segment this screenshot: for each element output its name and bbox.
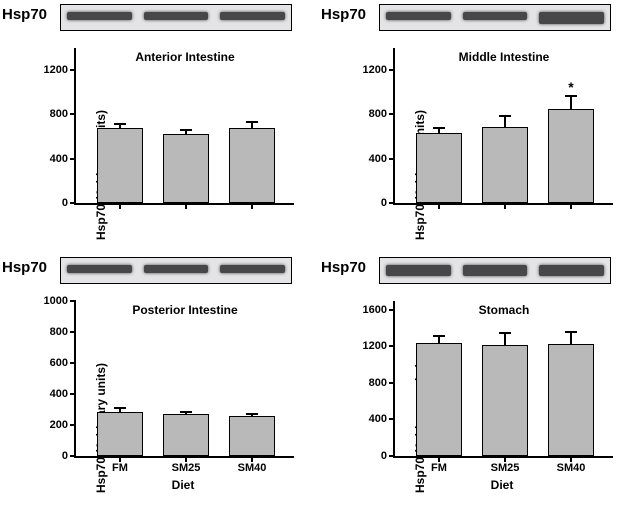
panel-middle-intestine: Hsp70 Middle Intestine04008001200Hsp70 (A… — [319, 0, 638, 253]
y-tick-label: 800 — [50, 326, 68, 338]
y-tick-label: 0 — [62, 450, 68, 462]
western-blot-strip — [379, 257, 611, 284]
significance-marker: * — [568, 79, 573, 95]
y-tick-label: 600 — [50, 357, 68, 369]
y-tick-label: 800 — [369, 108, 387, 120]
bar — [416, 343, 462, 455]
bar — [97, 412, 143, 455]
y-tick-label: 1200 — [44, 64, 68, 76]
western-blot-strip — [60, 257, 292, 284]
y-tick-label: 0 — [381, 450, 387, 462]
y-tick-label: 200 — [50, 419, 68, 431]
panel-stomach: Hsp70 Stomach040080012001600Hsp70 (Arbitr… — [319, 253, 638, 505]
bar — [548, 344, 594, 456]
chart-plot-area: Posterior Intestine02004006008001000Hsp7… — [74, 301, 294, 458]
x-tick-label: SM25 — [491, 462, 520, 474]
y-tick-label: 800 — [50, 108, 68, 120]
chart-title: Stomach — [395, 303, 613, 317]
chart-plot-area: Anterior Intestine04008001200Hsp70 (Arbi… — [74, 48, 294, 205]
x-axis-label: Diet — [74, 478, 292, 492]
y-tick-label: 1600 — [363, 304, 387, 316]
western-blot-strip — [60, 4, 292, 31]
chart-title: Anterior Intestine — [76, 50, 294, 64]
y-tick-label: 400 — [369, 153, 387, 165]
bar — [416, 133, 462, 203]
bar — [97, 128, 143, 203]
panel-posterior-intestine: Hsp70Posterior Intestine0200400600800100… — [0, 253, 319, 505]
y-tick-label: 800 — [369, 377, 387, 389]
panel-anterior-intestine: Hsp70 Anterior Intestine04008001200Hsp70 … — [0, 0, 319, 253]
y-tick-label: 400 — [50, 153, 68, 165]
hsp70-label: Hsp70 — [321, 259, 366, 276]
y-tick-label: 400 — [50, 388, 68, 400]
x-tick-label: SM40 — [238, 462, 267, 474]
y-tick-label: 400 — [369, 413, 387, 425]
x-tick-label: FM — [112, 462, 128, 474]
bar — [163, 134, 209, 203]
y-tick-label: 1000 — [44, 295, 68, 307]
bar — [482, 127, 528, 203]
bar — [229, 128, 275, 203]
x-tick-label: SM40 — [557, 462, 586, 474]
chart-plot-area: Middle Intestine04008001200Hsp70 (Arbitr… — [393, 48, 613, 205]
y-tick-label: 1200 — [363, 64, 387, 76]
x-tick-label: FM — [431, 462, 447, 474]
x-axis-label: Diet — [393, 478, 611, 492]
chart-title: Middle Intestine — [395, 50, 613, 64]
y-tick-label: 0 — [381, 197, 387, 209]
y-tick-label: 0 — [62, 197, 68, 209]
y-tick-label: 1200 — [363, 340, 387, 352]
chart-plot-area: Stomach040080012001600Hsp70 (Arbitrary u… — [393, 301, 613, 458]
x-tick-label: SM25 — [172, 462, 201, 474]
bar — [548, 109, 594, 203]
bar — [229, 416, 275, 456]
hsp70-label: Hsp70 — [2, 259, 47, 276]
bar — [163, 414, 209, 455]
hsp70-label: Hsp70 — [2, 6, 47, 23]
chart-title: Posterior Intestine — [76, 303, 294, 317]
western-blot-strip — [379, 4, 611, 31]
hsp70-label: Hsp70 — [321, 6, 366, 23]
bar — [482, 345, 528, 455]
